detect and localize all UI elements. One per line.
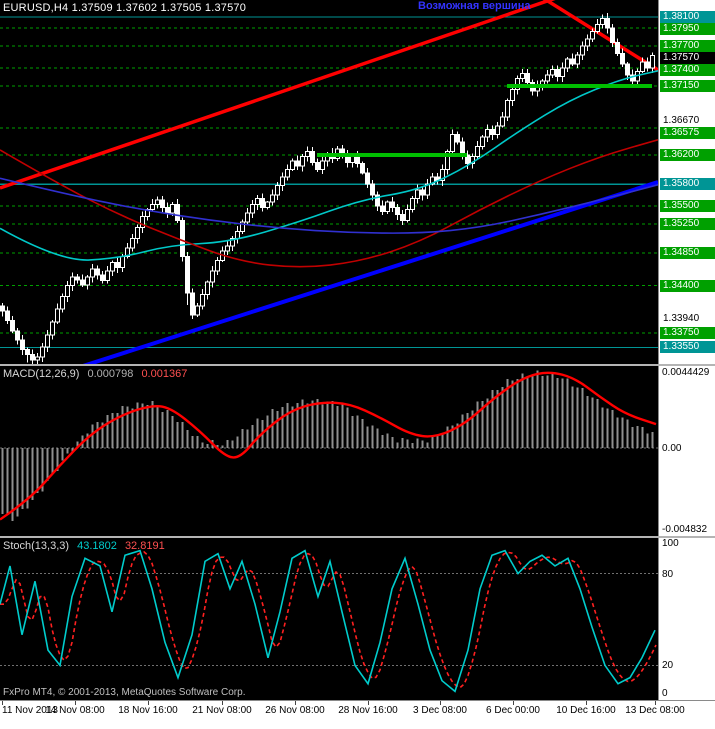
time-label: 21 Nov 08:00 [192,705,252,716]
macd-header: MACD(12,26,9) 0.000798 0.001367 [3,368,187,380]
macd-scale-label: 0.0044429 [662,367,710,378]
ma-medium [0,138,658,268]
stoch-scale-label: 100 [662,538,679,549]
time-label: 28 Nov 16:00 [338,705,398,716]
stoch-signal-line [0,550,657,689]
stoch-main-line [0,549,656,693]
stoch-scale[interactable]: 100 80 20 0 [658,538,715,700]
time-label: 14 Nov 08:00 [45,705,105,716]
stoch-grid-lines [0,573,658,666]
macd-value-signal: 0.001367 [141,368,188,380]
price-label: 1.35250 [660,218,715,230]
stoch-scale-label: 80 [662,569,674,580]
price-label: 1.38100 [660,11,715,23]
time-tick [295,701,296,705]
time-label: 13 Dec 08:00 [625,705,685,716]
price-label: 1.33550 [660,341,715,353]
ma-slow [0,177,658,234]
time-axis[interactable]: 11 Nov 2013 14 Nov 08:00 18 Nov 16:00 21 No… [0,700,715,729]
possible-top-line [542,0,658,72]
macd-scale[interactable]: 0.0044429 0.00 -0.004832 [658,366,715,536]
price-label: 1.35500 [660,200,715,212]
support-segments[interactable] [317,84,652,158]
price-label: 1.36575 [660,127,715,139]
price-label: 1.36670 [663,115,700,126]
time-tick [2,701,3,705]
macd-signal-line [0,371,657,521]
time-tick [222,701,223,705]
price-label: 1.37700 [660,40,715,52]
price-label: 1.33940 [663,313,700,324]
stochastic-panel[interactable]: Stoch(13,3,3) 43.1802 32.8191 FxPro MT4,… [0,538,658,700]
panel-separator[interactable] [0,364,715,366]
main-chart-svg[interactable] [0,0,658,364]
stoch-scale-label: 0 [662,688,668,699]
price-label: 1.35800 [660,178,715,190]
time-tick [148,701,149,705]
price-label: 1.37570 [660,52,715,64]
time-label: 26 Nov 08:00 [265,705,325,716]
copyright-text: FxPro MT4, © 2001-2013, MetaQuotes Softw… [3,687,246,698]
ma-fast [0,69,658,261]
panel-separator[interactable] [0,536,715,538]
time-label: 6 Dec 00:00 [486,705,540,716]
macd-svg[interactable] [0,366,658,536]
price-label: 1.37150 [660,80,715,92]
time-tick [586,701,587,705]
macd-label: MACD(12,26,9) [3,368,80,380]
stoch-value-k: 43.1802 [77,540,117,552]
annotation-possible-top[interactable]: Возможная вершина [418,0,531,12]
candlesticks [0,13,655,364]
time-label: 11 Nov 2013 [2,705,58,716]
time-tick [368,701,369,705]
macd-scale-label: -0.004832 [662,524,708,535]
moving-average-lines [0,69,658,268]
time-tick [655,701,656,705]
stoch-scale-label: 20 [662,660,674,671]
price-scale[interactable]: 1.38100 1.37950 1.37700 1.37570 1.37400 1.371… [658,0,715,364]
time-label: 10 Dec 16:00 [556,705,616,716]
stochastic-svg[interactable] [0,538,658,700]
stoch-value-d: 32.8191 [124,540,165,552]
horizontal-level-lines[interactable] [0,16,658,349]
rising-channel-lower [82,180,658,364]
price-label: 1.36200 [660,149,715,161]
price-label: 1.34400 [660,280,715,292]
macd-scale-label: 0.00 [662,443,682,454]
macd-panel[interactable]: MACD(12,26,9) 0.000798 0.001367 [0,366,658,536]
main-chart-panel[interactable]: EURUSD,H4 1.37509 1.37602 1.37505 1.3757… [0,0,658,364]
time-label: 18 Nov 16:00 [118,705,178,716]
macd-histogram [1,370,654,521]
macd-value-main: 0.000798 [87,368,134,380]
price-label: 1.37950 [660,23,715,35]
price-label: 1.33750 [660,327,715,339]
time-tick [440,701,441,705]
stoch-label: Stoch(13,3,3) [3,540,70,552]
trendlines[interactable] [0,0,658,364]
rising-channel-upper [0,0,556,190]
time-tick [75,701,76,705]
stoch-header: Stoch(13,3,3) 43.1802 32.8191 [3,540,165,552]
time-tick [513,701,514,705]
symbol-ohlc-header: EURUSD,H4 1.37509 1.37602 1.37505 1.3757… [3,2,247,14]
price-label: 1.37400 [660,64,715,76]
price-label: 1.34850 [660,247,715,259]
time-label: 3 Dec 08:00 [413,705,467,716]
